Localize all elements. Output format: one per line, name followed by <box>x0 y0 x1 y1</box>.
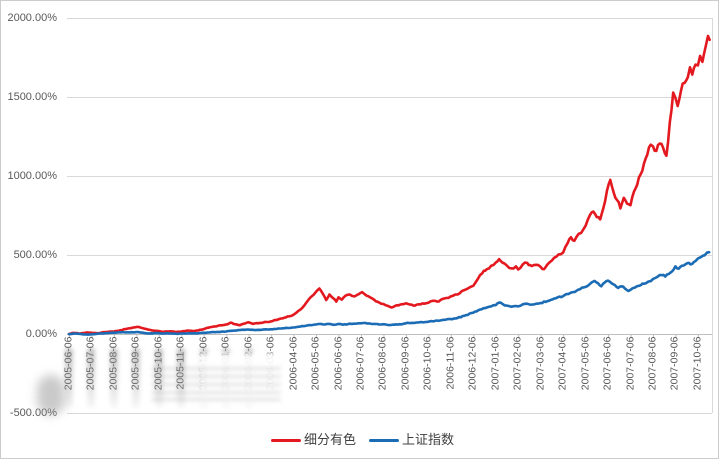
legend-item-shangzhengzhishu: 上证指数 <box>369 432 454 448</box>
x-axis-label: 2005-06-06 <box>62 336 75 391</box>
y-axis-label: 500.00% <box>13 249 57 261</box>
x-axis-label: 2006-10-06 <box>421 336 434 391</box>
y-axis-label: -500.00% <box>9 407 57 419</box>
x-axis-label: 2007-04-06 <box>556 336 569 391</box>
legend-label: 细分有色 <box>303 432 356 447</box>
x-axis-label: 2007-10-06 <box>691 336 704 391</box>
legend-item-xifenyouse: 细分有色 <box>270 432 356 448</box>
x-axis-label: 2007-06-06 <box>601 336 614 391</box>
red-line-swatch-icon <box>270 438 301 442</box>
y-axis-label: 1500.00% <box>7 91 57 103</box>
x-axis-label: 2007-09-06 <box>668 336 681 391</box>
y-axis-label: 2000.00% <box>7 12 57 24</box>
x-axis-label: 2005-09-06 <box>129 336 142 391</box>
x-axis-label: 2007-07-06 <box>624 336 636 391</box>
x-axis-label: 2005-12-06 <box>197 336 210 391</box>
legend-label: 上证指数 <box>402 432 455 447</box>
blue-line-swatch-icon <box>369 438 399 442</box>
x-axis-label: 2006-08-06 <box>376 336 389 391</box>
x-axis-label: 2006-02-06 <box>242 336 255 391</box>
y-axis-label: 0.00% <box>25 328 57 340</box>
x-axis-label: 2006-11-06 <box>444 336 457 390</box>
x-axis-label: 2007-01-06 <box>489 336 502 391</box>
x-axis-label: 2006-03-06 <box>264 336 277 391</box>
x-axis-label: 2006-07-06 <box>354 336 367 391</box>
x-axis-label: 2006-09-06 <box>399 336 412 391</box>
x-axis-label: 2005-11-06 <box>174 336 187 390</box>
x-axis-label: 2007-08-06 <box>646 336 659 391</box>
x-axis-label: 2005-08-06 <box>107 336 120 391</box>
x-axis-label: 2006-01-06 <box>219 336 232 391</box>
x-axis-label: 2006-05-06 <box>309 336 322 391</box>
series-line-xifenyouse <box>67 34 711 336</box>
x-axis-label: 2005-10-06 <box>152 336 165 391</box>
x-axis-label: 2005-07-06 <box>84 336 97 391</box>
x-axis-label: 2007-02-06 <box>511 336 524 391</box>
x-axis-label: 2006-06-06 <box>332 336 345 391</box>
x-axis-label: 2006-04-06 <box>287 336 300 391</box>
x-axis-label: 2006-12-06 <box>466 336 479 391</box>
x-axis-label: 2007-03-06 <box>534 336 547 391</box>
y-axis-label: 1000.00% <box>7 170 57 182</box>
series-line-shangzhengzhishu <box>67 250 711 336</box>
x-axis-label: 2007-05-06 <box>579 336 592 391</box>
chart-legend: 细分有色 上证指数 <box>4 429 719 451</box>
